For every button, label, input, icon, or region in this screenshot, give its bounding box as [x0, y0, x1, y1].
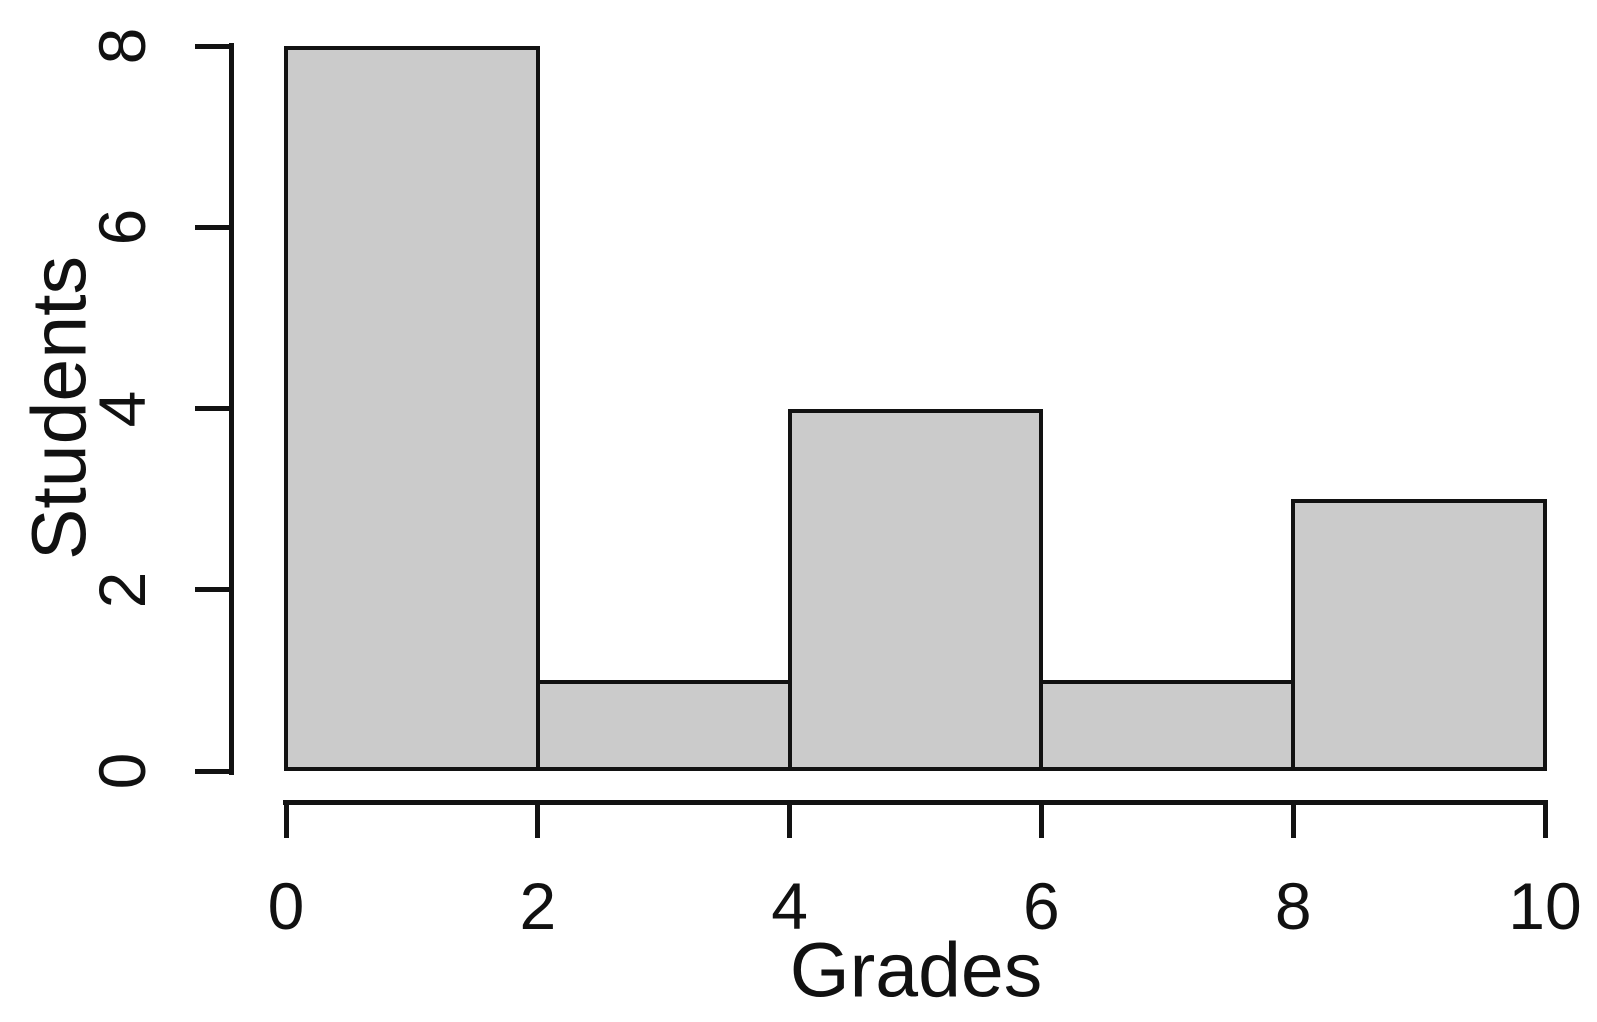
- y-tick-mark: [195, 768, 231, 774]
- y-axis-line: [228, 43, 234, 775]
- x-tick-label: 2: [519, 869, 557, 943]
- y-tick-mark: [195, 224, 231, 230]
- x-tick-mark: [1038, 802, 1044, 838]
- x-tick-label: 4: [771, 869, 808, 943]
- x-tick-mark: [1542, 802, 1548, 838]
- histogram-bar: [535, 680, 792, 771]
- x-tick-mark: [283, 802, 289, 838]
- y-tick-label: 2: [85, 571, 159, 609]
- histogram-bar: [787, 408, 1044, 771]
- y-tick-mark: [195, 587, 231, 593]
- y-axis-title: Students: [16, 256, 103, 560]
- x-tick-label: 10: [1508, 869, 1582, 943]
- y-tick-mark: [195, 406, 231, 411]
- x-tick-mark: [1290, 802, 1296, 838]
- x-tick-label: 0: [267, 869, 305, 943]
- histogram-bar: [1291, 499, 1547, 771]
- x-tick-mark: [787, 802, 793, 838]
- x-axis-title: Grades: [789, 927, 1043, 1014]
- y-tick-label: 8: [85, 27, 159, 65]
- histogram-bar: [284, 46, 540, 771]
- x-tick-label: 8: [1274, 869, 1312, 943]
- x-tick-label: 6: [1023, 869, 1060, 943]
- x-tick-mark: [535, 802, 541, 838]
- histogram-bar: [1039, 680, 1296, 771]
- x-axis-line: [283, 799, 1548, 805]
- y-tick-label: 6: [85, 208, 159, 246]
- y-tick-label: 0: [85, 752, 159, 790]
- y-tick-mark: [195, 43, 231, 49]
